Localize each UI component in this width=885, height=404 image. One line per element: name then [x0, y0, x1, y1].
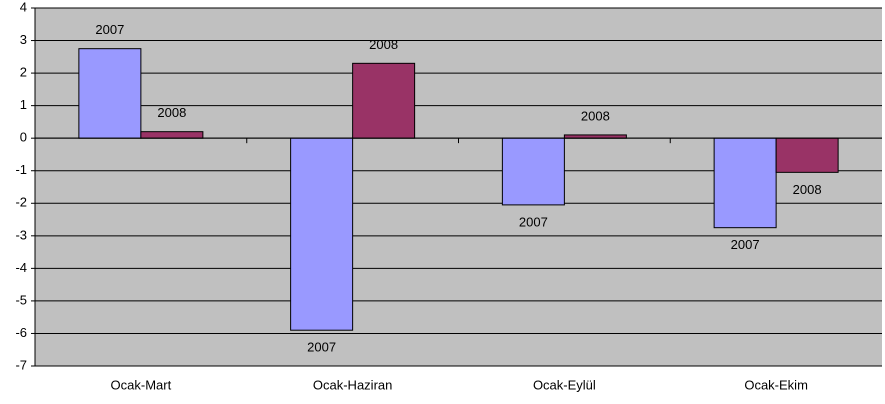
y-tick-label: -5	[15, 292, 27, 307]
data-label: 2008	[581, 108, 610, 123]
bar	[501, 137, 565, 206]
y-tick-label: 4	[20, 0, 27, 14]
bar	[140, 131, 204, 139]
x-tick-label: Ocak-Mart	[111, 377, 172, 392]
y-tick-label: 3	[20, 32, 27, 47]
bar	[775, 137, 839, 173]
x-tick-label: Ocak-Ekim	[744, 377, 808, 392]
x-tick-label: Ocak-Eylül	[533, 377, 596, 392]
y-tick-label: -3	[15, 227, 27, 242]
data-label: 2007	[519, 214, 548, 229]
data-label: 2007	[307, 340, 336, 355]
bar	[713, 137, 777, 229]
data-label: 2007	[95, 22, 124, 37]
bar	[352, 62, 416, 139]
data-label: 2008	[157, 105, 186, 120]
y-tick-label: 2	[20, 65, 27, 80]
y-tick-label: -1	[15, 162, 27, 177]
data-label: 2008	[369, 37, 398, 52]
bar	[78, 48, 142, 139]
y-tick-label: 0	[20, 130, 27, 145]
data-label: 2008	[793, 182, 822, 197]
y-tick-label: 1	[20, 97, 27, 112]
y-tick-label: -4	[15, 260, 27, 275]
y-tick-label: -2	[15, 195, 27, 210]
bar	[290, 137, 354, 331]
y-tick-label: -7	[15, 357, 27, 372]
y-tick-label: -6	[15, 325, 27, 340]
data-label: 2007	[731, 237, 760, 252]
x-tick-label: Ocak-Haziran	[313, 377, 392, 392]
